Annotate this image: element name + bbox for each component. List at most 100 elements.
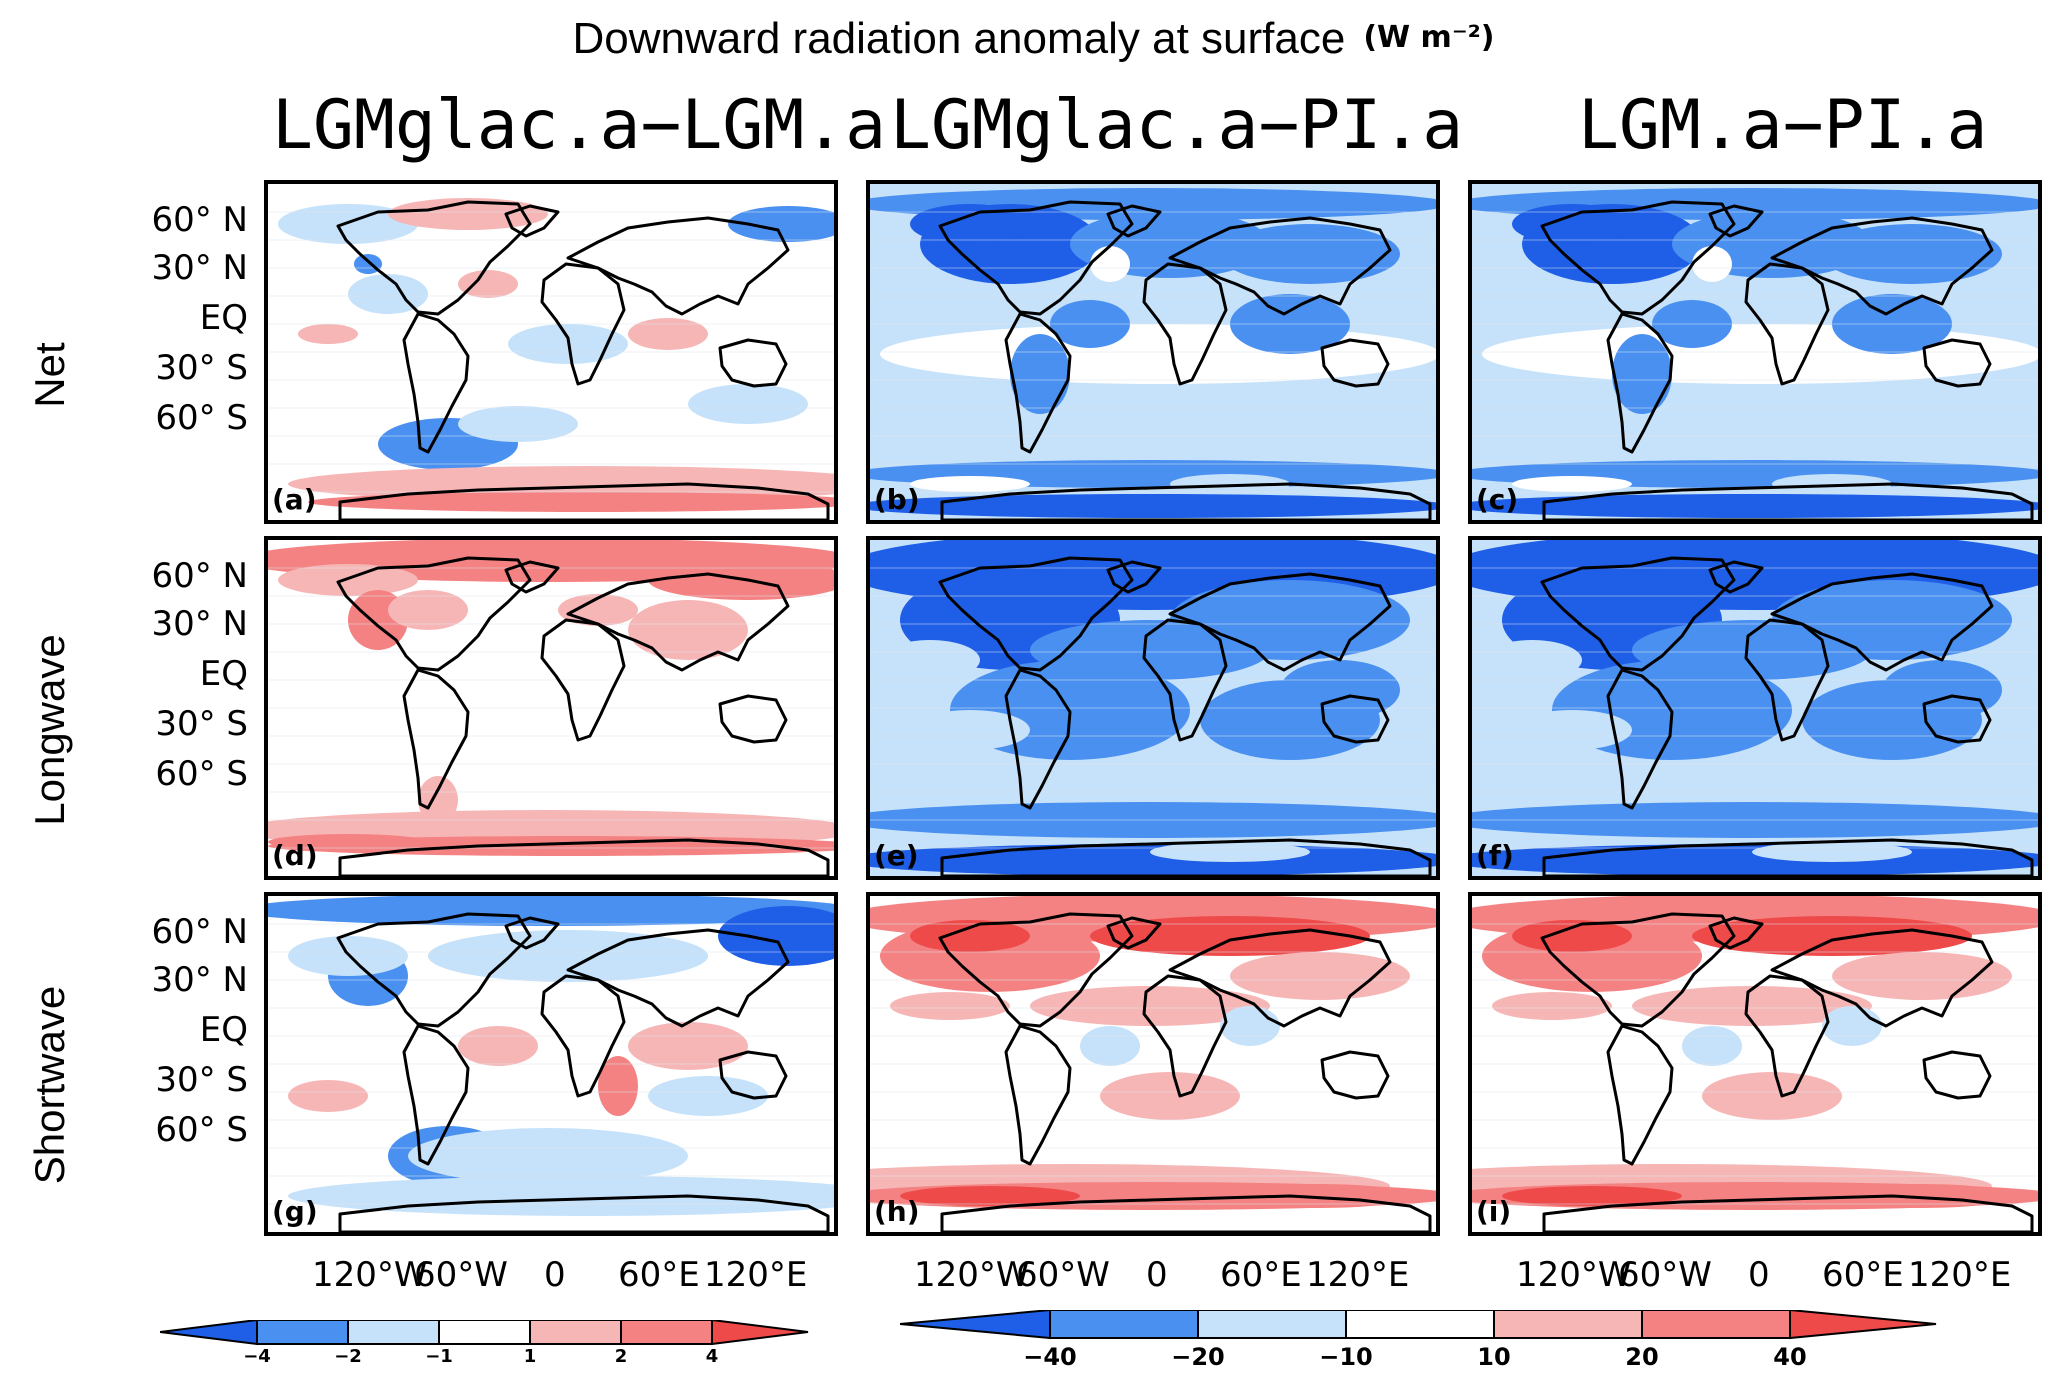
colorbar-small-highend xyxy=(711,1320,809,1346)
latitude-label: 60° N xyxy=(151,200,248,240)
colorbar-small-tick: 2 xyxy=(614,1346,628,1367)
colorbar-small-tick: −2 xyxy=(334,1346,362,1367)
anomaly-contour xyxy=(428,930,708,982)
longitude-label: 120°W xyxy=(1516,1255,1632,1295)
latitude-label: 60° N xyxy=(151,912,248,952)
longitude-label: 60°E xyxy=(618,1255,700,1295)
anomaly-contour xyxy=(1492,992,1612,1020)
map-panel-a: (a) xyxy=(264,180,838,524)
coastline xyxy=(1540,200,1736,316)
coastline xyxy=(1540,912,1736,1028)
coastline xyxy=(1168,928,1392,1028)
colorbar-large xyxy=(900,1310,1937,1340)
coastline xyxy=(504,204,560,238)
anomaly-contour xyxy=(628,1022,748,1070)
longitude-label: 0 xyxy=(1146,1255,1168,1295)
colorbar-large-tick: 40 xyxy=(1773,1343,1807,1371)
colorbar-large-tick: 10 xyxy=(1477,1343,1511,1371)
coastline xyxy=(1540,556,1736,672)
map-panel-c: (c) xyxy=(1468,180,2042,524)
longitude-label: 60°E xyxy=(1822,1255,1904,1295)
coastline xyxy=(1004,668,1072,810)
coastline xyxy=(338,482,830,520)
panel-label: (i) xyxy=(1476,1195,1512,1228)
figure-unit: (W m⁻²) xyxy=(1363,20,1495,55)
anomaly-contour xyxy=(910,476,1030,492)
coastline xyxy=(1542,838,2034,876)
latitude-label: 30° N xyxy=(151,248,248,288)
map-panel-h: (h) xyxy=(866,892,1440,1236)
longitude-label: 0 xyxy=(544,1255,566,1295)
anomaly-contour xyxy=(1612,334,1672,414)
coastline xyxy=(1106,204,1162,238)
anomaly-contour xyxy=(1280,660,1400,720)
coastline xyxy=(1004,1024,1072,1166)
anomaly-contour xyxy=(408,1128,688,1184)
colorbar-large-tick: −40 xyxy=(1023,1343,1077,1371)
coastline xyxy=(1606,1024,1674,1166)
latitude-label: 60° S xyxy=(155,398,248,438)
coastline xyxy=(938,912,1134,1028)
latitude-label: EQ xyxy=(199,298,248,338)
latitude-label: EQ xyxy=(199,1010,248,1050)
panel-label: (e) xyxy=(874,839,919,872)
anomaly-contour xyxy=(910,920,1030,952)
coastline xyxy=(1770,928,1994,1028)
panel-label: (c) xyxy=(1476,483,1519,516)
map-field xyxy=(1472,184,2038,520)
coastline xyxy=(1708,204,1764,238)
coastline xyxy=(1708,916,1764,950)
coastline xyxy=(1770,572,1994,672)
coastline xyxy=(1542,1194,2034,1232)
coastline xyxy=(940,1194,1432,1232)
panel-label: (a) xyxy=(272,483,317,516)
map-field xyxy=(1472,896,2038,1232)
latitude-label: 30° S xyxy=(155,1060,248,1100)
anomaly-contour xyxy=(1882,660,2002,720)
anomaly-contour xyxy=(1482,640,1582,680)
map-field xyxy=(870,540,1436,876)
anomaly-contour xyxy=(1150,842,1310,862)
anomaly-contour xyxy=(870,494,1436,518)
longitude-label: 120°E xyxy=(1306,1255,1410,1295)
map-field xyxy=(1472,540,2038,876)
anomaly-contour xyxy=(1512,476,1632,492)
colorbar-large-tick: −10 xyxy=(1319,1343,1373,1371)
coastline xyxy=(1770,216,1994,316)
colorbar-small-bin xyxy=(256,1320,349,1345)
map-field xyxy=(870,184,1436,520)
anomaly-contour xyxy=(308,492,834,512)
coastline xyxy=(1106,560,1162,594)
coastline xyxy=(402,668,470,810)
coastline xyxy=(336,556,532,672)
map-panel-b: (b) xyxy=(866,180,1440,524)
anomaly-contour xyxy=(1030,986,1270,1026)
coastline xyxy=(1922,1050,1992,1100)
coastline xyxy=(338,838,830,876)
map-panel-d: (d) xyxy=(264,536,838,880)
colorbar-small-bin xyxy=(438,1320,531,1345)
coastline xyxy=(336,912,532,1028)
coastline xyxy=(402,1024,470,1166)
coastline xyxy=(938,200,1134,316)
longitude-label: 120°W xyxy=(914,1255,1030,1295)
coastline xyxy=(1922,694,1992,744)
panel-label: (f) xyxy=(1476,839,1514,872)
latitude-label: 60° S xyxy=(155,754,248,794)
anomaly-contour xyxy=(1010,334,1070,414)
anomaly-contour xyxy=(458,1026,538,1066)
anomaly-contour xyxy=(910,710,1030,750)
anomaly-contour xyxy=(598,1056,638,1116)
row-label-net: Net xyxy=(26,342,73,408)
anomaly-contour xyxy=(1090,246,1130,282)
latitude-label: EQ xyxy=(199,654,248,694)
anomaly-contour xyxy=(1692,246,1732,282)
anomaly-contour xyxy=(718,906,834,966)
anomaly-contour xyxy=(1170,474,1290,494)
column-title-3: LGM.a−PI.a xyxy=(1578,86,1988,165)
colorbar-small-lowend xyxy=(160,1320,258,1346)
map-field xyxy=(870,896,1436,1232)
coastline xyxy=(1320,1050,1390,1100)
panel-label: (d) xyxy=(272,839,318,872)
anomaly-contour xyxy=(458,406,578,442)
